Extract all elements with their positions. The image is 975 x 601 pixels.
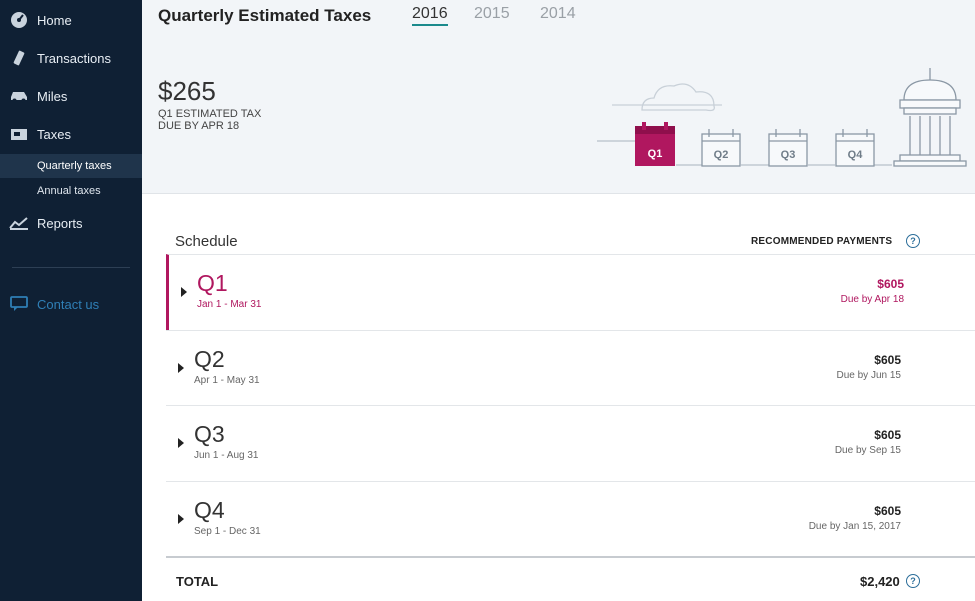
calendar-q3-icon: Q3 — [768, 129, 808, 167]
calendar-q2-icon: Q2 — [701, 129, 741, 167]
sidebar-item-label: Reports — [37, 215, 83, 231]
sidebar-item-label: Taxes — [37, 126, 71, 142]
total-help-icon[interactable]: ? — [906, 574, 920, 588]
schedule-row-q4[interactable]: Q4 Sep 1 - Dec 31 $605 Due by Jan 15, 20… — [166, 481, 975, 557]
calendar-q2-label: Q2 — [714, 149, 729, 161]
quarter-label: Q1 — [197, 270, 228, 296]
calendar-q4-icon: Q4 — [835, 129, 875, 167]
estimated-tax-label: Q1 ESTIMATED TAX — [158, 108, 262, 120]
sidebar: Home Transactions Miles Taxes Quarterly … — [0, 0, 142, 601]
sidebar-item-home[interactable]: Home — [0, 5, 142, 35]
expand-arrow-icon[interactable] — [178, 438, 184, 448]
sidebar-item-contact[interactable]: Contact us — [0, 289, 142, 319]
calendar-q3-label: Q3 — [781, 149, 796, 161]
page-title: Quarterly Estimated Taxes — [158, 6, 372, 25]
sidebar-item-label: Contact us — [37, 296, 100, 312]
sidebar-subitem-quarterly-taxes[interactable]: Quarterly taxes — [0, 154, 142, 178]
sidebar-item-taxes[interactable]: Taxes — [0, 119, 142, 149]
calendar-q1-label: Q1 — [648, 148, 663, 160]
quarter-date-range: Jun 1 - Aug 31 — [194, 450, 259, 461]
payment-due-date: Due by Jun 15 — [836, 370, 902, 381]
schedule-row-q3[interactable]: Q3 Jun 1 - Aug 31 $605 Due by Sep 15 — [166, 405, 975, 481]
quarterly-timeline-illustration: Q1 Q2 Q3 Q4 — [597, 68, 967, 167]
quarter-label: Q3 — [194, 421, 225, 447]
quarter-label: Q2 — [194, 346, 225, 372]
expand-arrow-icon[interactable] — [178, 514, 184, 524]
tax-summary-header: Quarterly Estimated Taxes 2016 2015 2014… — [142, 0, 975, 194]
main-content: Quarterly Estimated Taxes 2016 2015 2014… — [142, 0, 975, 601]
tab-year-2014[interactable]: 2014 — [540, 5, 576, 22]
reports-icon — [9, 213, 29, 233]
sidebar-item-transactions[interactable]: Transactions — [0, 43, 142, 73]
quarter-date-range: Apr 1 - May 31 — [194, 375, 260, 386]
payment-due-date: Due by Apr 18 — [840, 294, 904, 305]
schedule-row-q1[interactable]: Q1 Jan 1 - Mar 31 $605 Due by Apr 18 — [166, 254, 975, 330]
quarter-date-range: Jan 1 - Mar 31 — [197, 299, 262, 310]
quarter-date-range: Sep 1 - Dec 31 — [194, 526, 261, 537]
sidebar-subitem-label: Annual taxes — [37, 185, 101, 197]
total-divider — [166, 556, 975, 558]
expand-arrow-icon[interactable] — [178, 363, 184, 373]
recommended-payments-label: RECOMMENDED PAYMENTS — [751, 236, 893, 247]
total-value: $2,420 — [860, 574, 900, 589]
taxes-icon — [9, 124, 29, 144]
payment-due-date: Due by Sep 15 — [834, 445, 901, 456]
tab-year-2016[interactable]: 2016 — [412, 5, 448, 26]
recommended-payment: $605 — [874, 428, 901, 442]
sidebar-item-miles[interactable]: Miles — [0, 81, 142, 111]
recommended-payment: $605 — [877, 277, 904, 291]
payment-due-date: Due by Jan 15, 2017 — [808, 521, 901, 532]
car-icon — [9, 86, 29, 106]
sidebar-item-label: Miles — [37, 88, 68, 104]
calendar-q1-icon: Q1 — [635, 122, 675, 166]
sidebar-subitem-label: Quarterly taxes — [37, 160, 112, 172]
transactions-icon — [9, 48, 29, 68]
sidebar-subitem-annual-taxes[interactable]: Annual taxes — [0, 179, 142, 203]
sidebar-item-reports[interactable]: Reports — [0, 208, 142, 238]
cloud-icon — [612, 83, 722, 112]
help-icon[interactable]: ? — [906, 234, 920, 248]
total-label: TOTAL — [176, 574, 219, 589]
calendar-q4-label: Q4 — [848, 149, 864, 161]
estimated-tax-amount: $265 — [158, 76, 216, 106]
sidebar-divider — [12, 267, 130, 268]
estimated-tax-due-label: DUE BY APR 18 — [158, 120, 240, 132]
expand-arrow-icon[interactable] — [181, 287, 187, 297]
tab-year-2015[interactable]: 2015 — [474, 5, 510, 22]
recommended-payment: $605 — [874, 353, 901, 367]
government-building-icon — [893, 68, 967, 167]
sidebar-item-label: Transactions — [37, 50, 111, 66]
schedule-row-q2[interactable]: Q2 Apr 1 - May 31 $605 Due by Jun 15 — [166, 330, 975, 406]
sidebar-item-label: Home — [37, 12, 72, 28]
schedule-title: Schedule — [175, 233, 238, 250]
dashboard-icon — [9, 10, 29, 30]
contact-icon — [9, 294, 29, 314]
recommended-payment: $605 — [874, 504, 901, 518]
quarter-label: Q4 — [194, 497, 225, 523]
